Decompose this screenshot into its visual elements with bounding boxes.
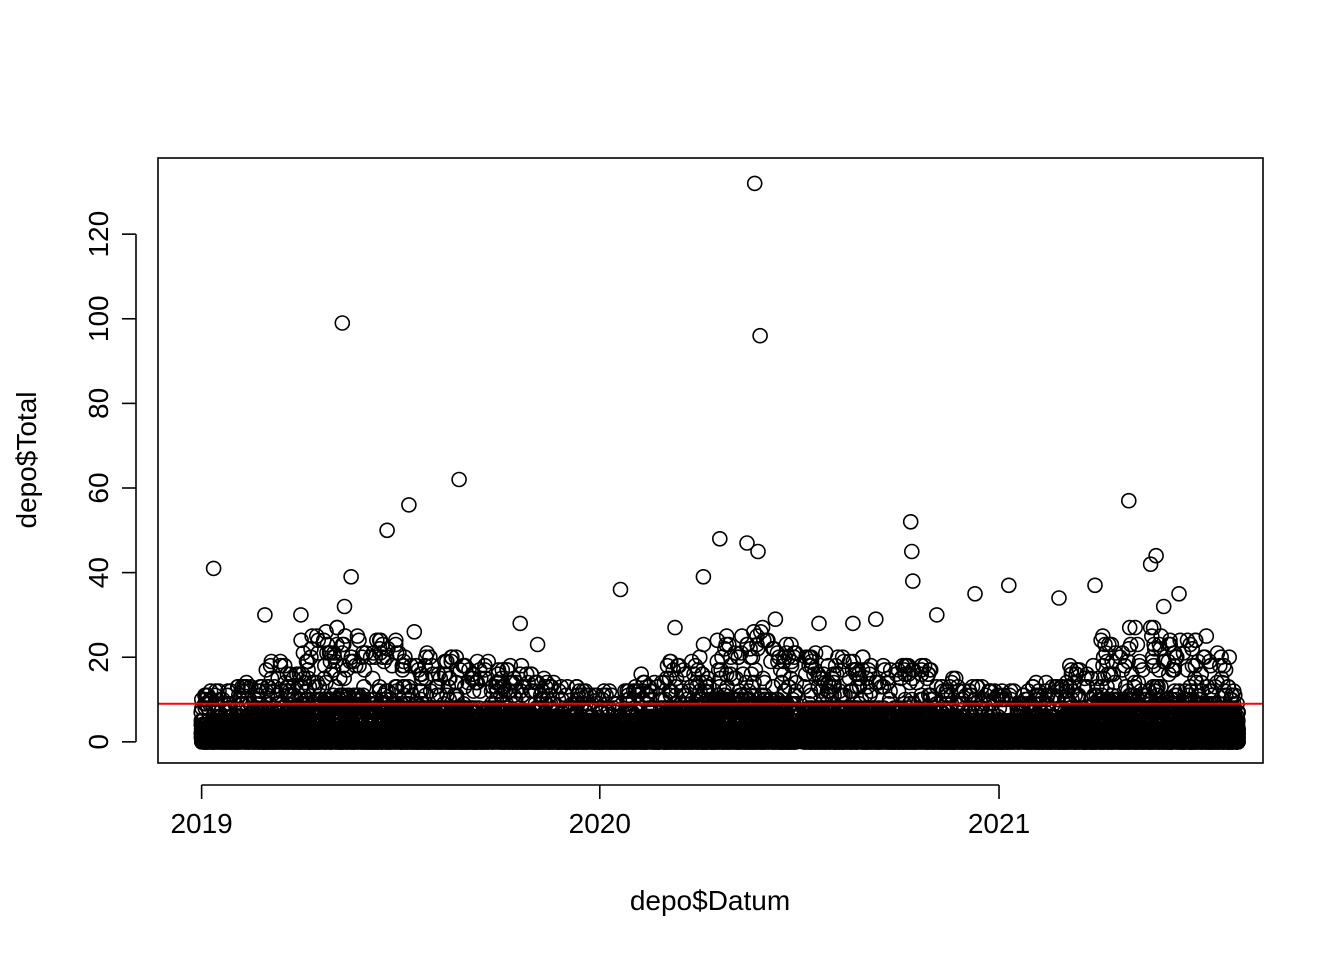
- scatter-plot: 020406080100120 2019 2020 2021 depo$Datum …: [0, 0, 1344, 960]
